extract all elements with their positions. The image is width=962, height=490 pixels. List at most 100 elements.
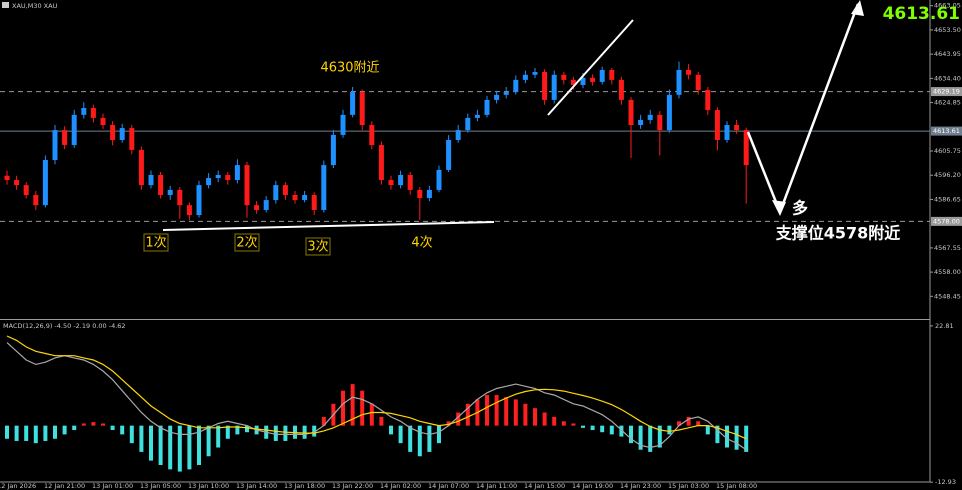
candle-body (138, 149, 144, 186)
macd-line (6, 335, 747, 440)
macd-bar (24, 425, 29, 441)
candle-body (340, 114, 346, 135)
macd-bar (523, 403, 528, 426)
macd-bar (360, 390, 365, 426)
candle-body (398, 174, 404, 186)
candle-body (90, 108, 96, 118)
macd-bar (408, 425, 413, 452)
level-label: 4578.00 (933, 217, 960, 225)
candle-body (474, 114, 480, 118)
macd-bar (619, 425, 624, 437)
candle-body (714, 110, 720, 140)
x-tick-label: 12 Jan 2026 (0, 482, 36, 490)
y-tick-label: 4634.40 (934, 74, 961, 82)
candle-body (695, 74, 701, 91)
macd-bar (427, 425, 432, 452)
x-tick-label: 13 Jan 14:00 (236, 482, 277, 490)
candle-body (369, 125, 375, 146)
candle-body (724, 125, 730, 140)
x-tick-label: 14 Jan 19:00 (572, 482, 613, 490)
annotation: 支撑位4578附近 (775, 224, 901, 243)
candle-body (484, 99, 490, 115)
candle-body (119, 128, 125, 140)
candle-body (446, 139, 452, 170)
macd-bar (667, 425, 672, 435)
candle-body (42, 160, 48, 206)
trend-line (547, 19, 634, 116)
candle-body (628, 99, 634, 126)
y-tick-label: -12.93 (935, 478, 956, 486)
macd-bar (705, 425, 710, 435)
macd-bar (581, 425, 585, 428)
macd-bar (648, 425, 653, 452)
candle-body (263, 200, 269, 210)
y-tick-label: 4548.45 (934, 292, 961, 300)
x-tick-label: 14 Jan 02:00 (380, 482, 421, 490)
candle-body (311, 195, 317, 210)
macd-bar (149, 425, 153, 461)
candle-body (321, 165, 327, 210)
macd-bar (43, 425, 48, 441)
candle-body (234, 165, 240, 181)
macd-bar (341, 390, 345, 426)
macd-bar (686, 416, 691, 426)
annotation: 2次 (236, 235, 257, 251)
annotation: 3次 (307, 239, 328, 255)
macd-bar (552, 416, 557, 426)
candle-body (638, 119, 644, 126)
candle-body (71, 114, 77, 146)
macd-bar (725, 425, 729, 448)
macd-bar (110, 425, 115, 431)
macd-bar (533, 408, 537, 426)
annotation: 4630附近 (320, 61, 379, 76)
level-label-box (931, 126, 962, 136)
candle-body (590, 77, 596, 82)
macd-bar (120, 425, 125, 435)
arrow-head (851, 0, 864, 16)
macd-bar (216, 425, 221, 448)
macd-bar (129, 425, 134, 444)
candle-body (110, 125, 116, 140)
candle-body (23, 185, 29, 196)
candle-body (503, 92, 509, 95)
candle-body (666, 94, 672, 131)
candle-body (350, 92, 356, 115)
x-tick-label: 13 Jan 01:00 (92, 482, 133, 490)
candle-body (609, 69, 615, 80)
macd-bar (437, 425, 441, 444)
macd-bar (379, 416, 384, 426)
macd-bar (312, 425, 317, 437)
annotation: 多 (792, 199, 808, 218)
candle-body (359, 92, 365, 126)
candle-body (436, 169, 442, 190)
arrow-head (772, 200, 786, 216)
annotation: 1次 (145, 235, 166, 251)
macd-bar (350, 384, 355, 426)
level-label-box (931, 87, 962, 97)
x-tick-label: 13 Jan 05:00 (140, 482, 181, 490)
macd-bar (187, 425, 192, 470)
macd-bar (158, 425, 163, 466)
candle-body (52, 130, 58, 161)
macd-bar (245, 425, 249, 433)
candle-body (254, 205, 260, 210)
candle-body (148, 174, 154, 186)
annotation-box (305, 237, 331, 256)
macd-bar (139, 425, 144, 452)
candle-body (4, 175, 10, 181)
macd-bar (283, 425, 288, 441)
macd-bar (62, 425, 67, 435)
candle-body (705, 90, 711, 111)
macd-bar (5, 425, 9, 439)
x-tick-label: 12 Jan 21:00 (44, 482, 85, 490)
candle-body (426, 189, 432, 199)
x-tick-label: 14 Jan 23:00 (620, 482, 661, 490)
candle-body (167, 189, 173, 196)
macd-bar (485, 395, 489, 426)
macd-bar (600, 425, 605, 433)
candle-body (407, 174, 413, 190)
x-tick-label: 14 Jan 15:00 (524, 482, 565, 490)
